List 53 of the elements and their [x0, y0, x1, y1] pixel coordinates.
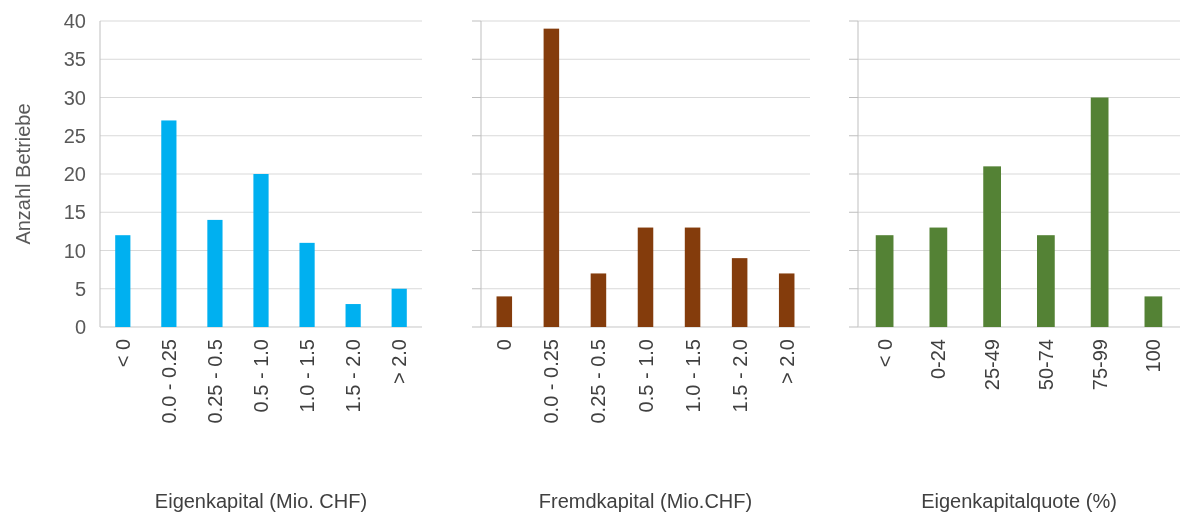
x-tick-label: 0.25 - 0.5 — [587, 339, 610, 424]
bar — [543, 28, 560, 327]
bar — [253, 174, 269, 327]
x-tick-label: 25-49 — [981, 339, 1004, 391]
bar — [1090, 97, 1109, 327]
x-tick-label: 1.5 - 2.0 — [728, 339, 751, 413]
bar — [496, 296, 513, 327]
bar — [115, 235, 131, 327]
x-tick-label: > 2.0 — [775, 339, 798, 385]
bar — [778, 273, 795, 327]
bar — [684, 227, 701, 327]
bar — [299, 242, 315, 327]
bar — [161, 120, 177, 327]
x-tick-label: < 0 — [111, 339, 134, 368]
bar — [207, 219, 223, 327]
x-tick-label: 0 — [493, 339, 516, 351]
x-tick-label: 0.5 - 1.0 — [250, 339, 272, 413]
x-tick-label: > 2.0 — [388, 339, 411, 385]
x-tick-label: 75-99 — [1088, 339, 1111, 391]
y-tick-label: 35 — [63, 48, 86, 71]
x-tick-label: 0.0 - 0.25 — [540, 339, 563, 424]
x-tick-label: 0-24 — [927, 339, 950, 380]
y-tick-label: 20 — [63, 163, 86, 185]
x-axis-title: Fremdkapital (Mio.CHF) — [538, 490, 753, 512]
y-tick-label: 15 — [63, 201, 86, 224]
y-tick-label: 0 — [74, 316, 86, 338]
x-tick-label: 50-74 — [1034, 339, 1057, 391]
x-axis-title: Eigenkapitalquote (%) — [921, 490, 1117, 512]
y-axis-title: Anzahl Betriebe — [12, 103, 34, 245]
x-tick-label: < 0 — [873, 339, 896, 368]
x-tick-label: 0.25 - 0.5 — [203, 339, 226, 424]
bar — [590, 273, 607, 327]
x-axis-title: Eigenkapital (Mio. CHF) — [154, 490, 368, 512]
y-tick-label: 30 — [63, 86, 86, 109]
bar — [875, 235, 894, 327]
y-tick-label: 10 — [63, 239, 86, 262]
bar — [983, 166, 1001, 327]
bar — [731, 258, 748, 327]
y-tick-label: 25 — [63, 124, 86, 147]
y-tick-label: 5 — [74, 277, 86, 300]
x-tick-label: 1.5 - 2.0 — [342, 339, 365, 413]
bar — [1037, 235, 1055, 327]
bar — [1144, 296, 1163, 327]
y-tick-label: 40 — [63, 10, 86, 32]
bar — [391, 288, 407, 327]
bar — [637, 227, 654, 327]
x-tick-label: 0.0 - 0.25 — [157, 339, 180, 424]
bar — [345, 304, 361, 327]
x-tick-label: 0.5 - 1.0 — [634, 339, 657, 413]
x-tick-label: 100 — [1142, 339, 1165, 373]
bar — [929, 227, 948, 327]
x-tick-label: 1.0 - 1.5 — [296, 339, 319, 413]
x-tick-label: 1.0 - 1.5 — [681, 339, 704, 413]
